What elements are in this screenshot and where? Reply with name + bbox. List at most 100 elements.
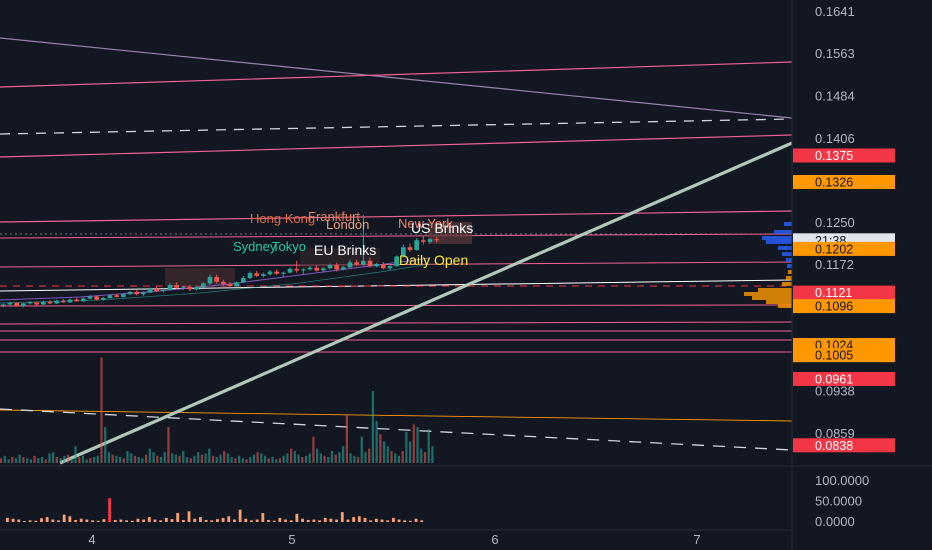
indicator-bar [79,518,83,522]
candle [414,240,419,250]
indicator-bar [403,520,407,522]
indicator-bar [6,517,9,522]
indicator-bar [102,519,106,522]
candle [201,283,206,288]
volume-bar [290,448,293,463]
volume-bar [7,459,10,463]
price-badge: 0.1375 [793,148,895,163]
volume-bar [312,436,315,463]
indicator-bar [267,519,270,522]
candle [254,273,259,276]
session-box [300,248,380,268]
indicator-bar [11,518,15,522]
candle [274,271,279,274]
volume-bar [100,357,103,463]
volume-bar [70,458,73,463]
svg-text:0.1375: 0.1375 [815,149,853,163]
volume-bar [208,448,211,463]
indicator-bar [96,520,100,522]
candle [381,264,386,269]
candle [214,276,219,282]
session-label-london: London [326,217,369,232]
candle [7,302,13,305]
volume-profile-bar [787,264,792,268]
level-line[interactable] [0,279,793,292]
candle [61,300,66,303]
trend-line[interactable] [0,61,793,88]
volume-bar [304,455,308,463]
indicator-bar [272,520,276,522]
volume-bar [11,457,14,463]
candle [181,286,186,288]
level-line[interactable] [0,210,793,223]
candle [87,296,93,299]
time-axis[interactable]: 4 5 6 7 [88,532,700,547]
volume-bar [427,429,430,463]
candle [94,296,99,300]
indicator-bar [170,519,174,522]
volume-bar [230,457,233,463]
candle [47,301,53,304]
indicator-bar [289,520,293,522]
volume-profile-bar [782,282,792,286]
volume-bar [92,457,96,463]
trend-line[interactable] [0,37,793,119]
dashed-line[interactable] [0,408,793,451]
indicator-pane [6,498,424,522]
indicator-bar [306,519,310,522]
trend-line[interactable] [59,141,793,465]
volume-bar [85,459,88,463]
indicator-bar [386,520,390,522]
candle [221,281,226,284]
indicator-bar [221,517,225,522]
volume-bar [420,448,423,463]
candle [107,295,113,299]
level-line[interactable] [0,233,793,239]
volume-bar [145,454,148,463]
volume-bar [241,458,244,463]
volume-bar [223,451,226,463]
volume-bar [256,452,259,463]
indicator-bar [142,519,146,522]
candle [1,304,6,306]
indicator-bar [62,514,66,522]
volume-bar [267,458,270,463]
svg-text:0.0838: 0.0838 [815,439,853,453]
candle [67,299,73,303]
volume-bar [401,451,404,463]
indicator-bar [147,517,151,522]
session-box [428,222,472,244]
volume-bar [63,455,66,463]
dashed-line[interactable] [0,118,793,135]
candle [154,288,159,291]
level-line[interactable] [0,304,793,307]
indicator-scale-ticks[interactable]: 100.0000 50.0000 0.0000 [815,473,869,529]
indicator-tick: 50.0000 [815,494,862,509]
volume-bar [200,454,203,463]
candle [301,269,306,271]
volume-bar [431,446,434,463]
volume-bar [405,431,408,463]
candle [207,276,213,284]
volume-bar [104,427,107,463]
candle [34,302,39,305]
volume-bars [0,357,434,463]
volume-bar [122,458,125,463]
volume-bar [159,457,163,463]
indicator-bar [181,519,185,522]
indicator-bar [51,519,55,522]
volume-bar [163,452,166,463]
trend-line[interactable] [0,134,793,158]
level-line[interactable] [0,409,793,422]
volume-bar [141,458,144,463]
price-scale-ticks[interactable]: 0.1641 0.1563 0.1484 0.1406 0.1250 0.117… [815,4,855,441]
indicator-bar [119,519,123,522]
session-label-frankfurt: Frankfurt [308,209,360,224]
volume-bar [338,452,341,463]
level-line[interactable] [0,321,793,325]
time-tick: 6 [491,532,498,547]
volume-bar [297,454,300,463]
candle [281,272,286,274]
